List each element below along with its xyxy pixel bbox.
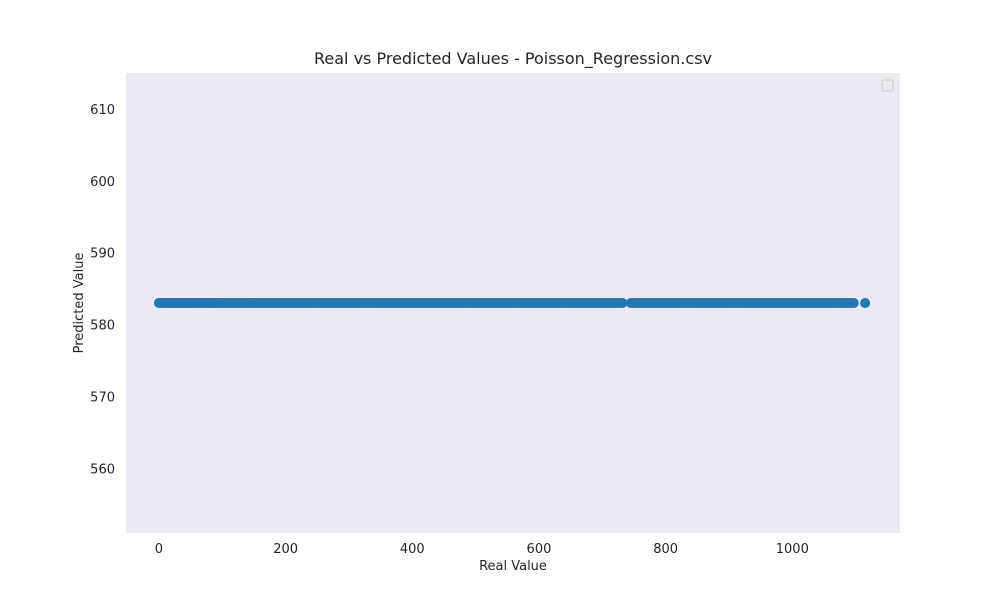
x-tick-label: 800 (653, 542, 678, 557)
x-tick-label: 200 (273, 542, 298, 557)
y-tick-label: 600 (90, 175, 115, 190)
scatter-point (617, 298, 628, 308)
data-points (153, 298, 871, 308)
x-tick-label: 1000 (776, 542, 809, 557)
x-tick-label: 0 (155, 542, 163, 557)
scatter-point (848, 298, 859, 308)
y-tick-label: 590 (90, 247, 115, 262)
y-tick-label: 570 (90, 390, 115, 405)
y-axis-label: Predicted Value (72, 253, 87, 354)
scatter-point (860, 298, 871, 308)
x-axis: 0 200 400 600 800 1000 (155, 542, 809, 557)
legend (881, 79, 894, 92)
y-tick-label: 560 (90, 462, 115, 477)
chart-title: Real vs Predicted Values - Poisson_Regre… (314, 49, 712, 69)
x-tick-label: 600 (527, 542, 552, 557)
y-axis: 560 570 580 590 600 610 (90, 103, 115, 477)
x-axis-label: Real Value (479, 559, 547, 574)
x-tick-label: 400 (400, 542, 425, 557)
y-tick-label: 580 (90, 319, 115, 334)
y-tick-label: 610 (90, 103, 115, 118)
